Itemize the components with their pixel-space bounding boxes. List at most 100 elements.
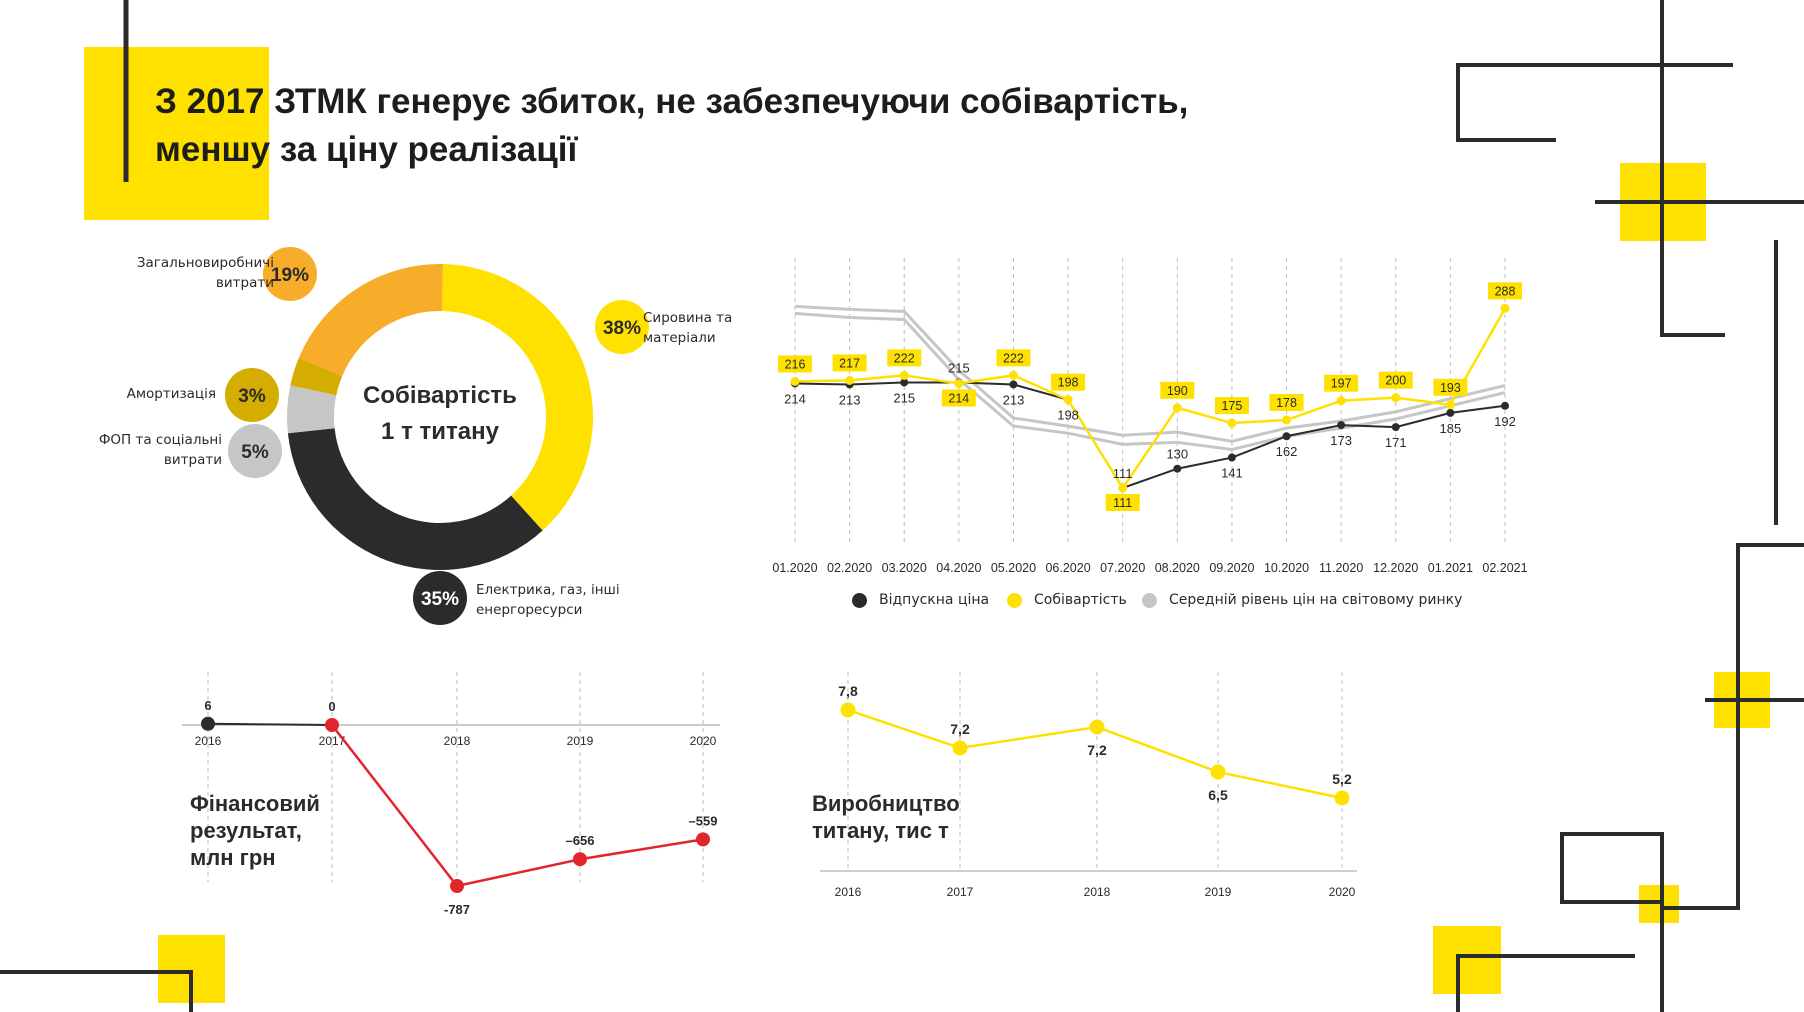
cost-data-label: 178	[1276, 396, 1297, 410]
data-label: 6,5	[1208, 787, 1228, 803]
cost-point	[1282, 415, 1292, 425]
cost-data-label: 175	[1221, 399, 1242, 413]
x-tick-label: 10.2020	[1264, 561, 1309, 575]
cost-label-box	[1051, 373, 1086, 391]
financial-result-title: Фінансовий результат, млн грн	[190, 790, 320, 871]
cost-point	[790, 376, 800, 386]
x-tick-label: 11.2020	[1319, 561, 1363, 575]
data-point	[696, 832, 710, 847]
financial-title-line-2: результат,	[190, 818, 302, 843]
series-line-world-price-lower	[794, 311, 1506, 451]
cost-label-box	[1433, 378, 1468, 396]
x-tick-label: 2019	[567, 734, 594, 748]
x-tick-label: 02.2020	[827, 561, 872, 575]
price-data-label: 213	[839, 392, 861, 407]
data-point	[952, 740, 968, 756]
cost-label-box	[778, 355, 812, 373]
cost-point	[1500, 303, 1510, 313]
financial-result-chart: 2016 2017 2018 2019 2020 6 0 -787 –656 –559	[182, 672, 720, 917]
label-payroll-line-1: ФОП та соціальні	[98, 432, 222, 448]
legend-marker-world-price	[1142, 592, 1157, 608]
x-tick-label: 09.2020	[1209, 561, 1254, 575]
price-data-label: 111	[1113, 466, 1133, 481]
label-materials-line-1: Сировина та	[643, 310, 733, 326]
data-label: 6	[204, 698, 211, 713]
cost-label-box	[1269, 393, 1304, 411]
cost-label-box	[941, 389, 976, 407]
donut-center-title: Собівартість 1 т титану	[325, 378, 555, 450]
price-point	[1337, 421, 1346, 430]
cost-point	[845, 375, 855, 385]
x-tick-label: 2016	[195, 734, 222, 748]
data-label: 0	[328, 699, 335, 714]
legend-label-price: Відпускна ціна	[879, 592, 990, 608]
cost-label-box	[832, 354, 867, 372]
cost-data-label: 193	[1440, 381, 1461, 395]
cost-data-label: 190	[1167, 384, 1188, 398]
donut-slice	[287, 428, 543, 570]
x-tick-label: 2017	[947, 885, 974, 899]
cost-point	[1445, 400, 1455, 410]
series-line-price	[794, 381, 1506, 490]
cost-data-label: 198	[1058, 376, 1079, 390]
data-point	[1210, 764, 1226, 780]
cost-data-label: 222	[1003, 351, 1024, 365]
legend-marker-cost	[1007, 592, 1022, 608]
x-tick-label: 02.2021	[1482, 561, 1527, 575]
x-tick-label: 01.2020	[772, 561, 817, 575]
donut-slice	[298, 264, 443, 377]
label-payroll: ФОП та соціальні витрати	[92, 430, 222, 470]
donut-value-label: 3%	[238, 386, 266, 407]
cost-point	[1063, 395, 1073, 405]
x-tick-label: 2017	[319, 734, 346, 748]
cost-point	[1336, 396, 1346, 406]
title-line-1: З 2017 ЗТМК генерує збиток, не забезпечу…	[155, 82, 1189, 121]
x-tick-label: 12.2020	[1373, 561, 1418, 575]
donut-value-label: 35%	[421, 589, 459, 610]
price-point	[1227, 453, 1236, 462]
data-point	[1334, 790, 1350, 806]
x-tick-label: 07.2020	[1100, 561, 1145, 575]
legend-label-cost: Собівартість	[1034, 592, 1127, 608]
cost-data-label: 217	[839, 356, 860, 370]
price-data-label: 162	[1276, 444, 1298, 459]
price-point	[1446, 408, 1455, 417]
x-tick-label: 2019	[1205, 885, 1232, 899]
data-point	[201, 716, 215, 731]
price-point	[1009, 380, 1018, 389]
series-line-positive	[207, 722, 333, 726]
data-point	[1089, 719, 1105, 735]
price-data-label: 215	[948, 360, 970, 375]
price-point	[1282, 432, 1291, 441]
price-data-label: 192	[1494, 414, 1516, 429]
production-title-line-2: титану, тис т	[812, 818, 949, 843]
label-payroll-line-2: витрати	[163, 452, 222, 468]
cost-point	[1172, 403, 1182, 413]
price-data-label: 171	[1385, 435, 1407, 450]
label-overhead-line-2: витрати	[215, 275, 274, 291]
donut-value-label: 5%	[241, 442, 269, 463]
donut-badge	[595, 300, 649, 354]
cost-data-label: 197	[1331, 377, 1352, 391]
label-materials: Сировина та матеріали	[643, 308, 783, 348]
price-data-label: 215	[893, 390, 915, 405]
donut-badge	[413, 571, 467, 625]
data-label: 7,2	[950, 721, 970, 737]
price-data-label: 198	[1057, 408, 1079, 423]
series-line-world-price-upper	[794, 304, 1506, 443]
donut-slice	[287, 385, 337, 434]
data-point	[450, 879, 464, 894]
cost-data-label: 222	[894, 351, 915, 365]
production-chart: 2016 2017 2018 2019 2020 7,8 7,2 7,2 6,5 5,2	[820, 672, 1357, 899]
donut-value-label: 38%	[603, 318, 641, 339]
price-point	[1173, 464, 1182, 473]
cost-point	[1118, 483, 1128, 493]
cost-point	[1391, 393, 1401, 403]
x-tick-label: 04.2020	[936, 561, 981, 575]
cost-point	[954, 378, 964, 388]
price-point	[900, 378, 909, 387]
x-tick-label: 05.2020	[991, 561, 1036, 575]
label-overhead: Загальновиробничі витрати	[118, 253, 274, 293]
